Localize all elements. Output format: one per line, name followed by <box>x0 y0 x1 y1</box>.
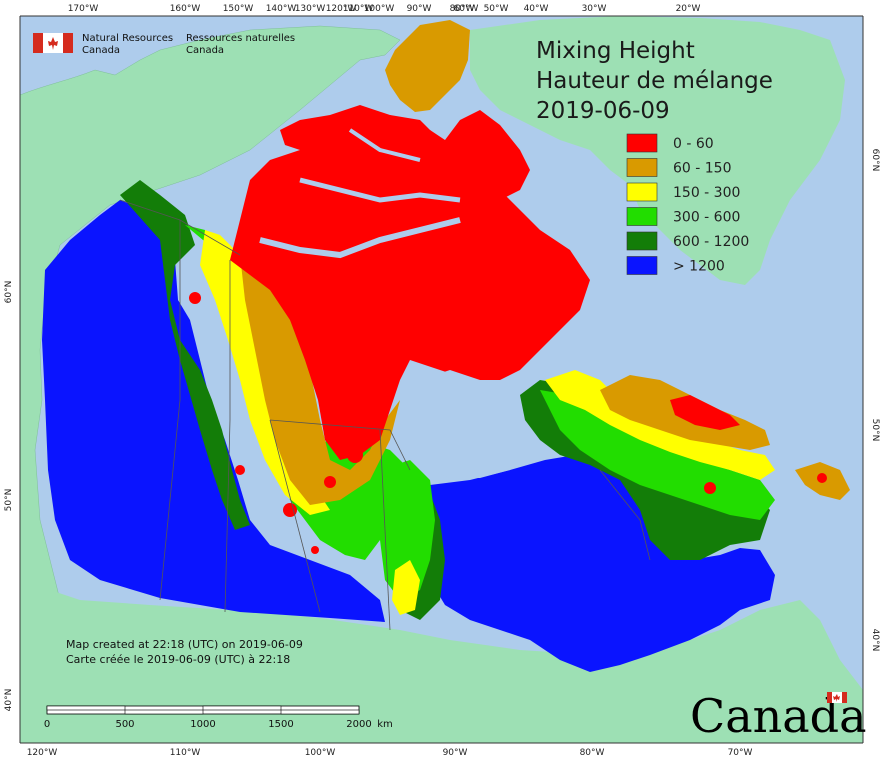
zone-red-north <box>230 115 590 460</box>
map-date: 2019-06-09 <box>536 98 670 124</box>
zone-green-east <box>540 390 775 520</box>
scale-label: 500 <box>115 719 134 730</box>
zone-orange-west <box>240 255 400 505</box>
hudson-bay <box>400 370 530 478</box>
red-hotspot <box>311 546 319 554</box>
lon-label: 80°W <box>450 4 475 14</box>
red-hotspot <box>704 482 716 494</box>
lon-label: 60°W <box>454 4 479 14</box>
credit-en: Map created at 22:18 (UTC) on 2019-06-09 <box>66 638 303 651</box>
legend-swatch <box>626 182 658 202</box>
lon-label: 30°W <box>582 4 607 14</box>
zone-blue-east <box>425 455 775 672</box>
legend-swatch <box>626 133 658 153</box>
wordmark-flag <box>827 692 847 703</box>
lon-label: 140°W <box>266 4 297 14</box>
scale-label: 1000 <box>190 719 215 730</box>
lat-label: 60°N <box>870 149 880 172</box>
legend-swatch <box>626 231 658 251</box>
legend-swatch <box>626 158 658 177</box>
lon-label: 170°W <box>68 4 99 14</box>
lat-label: 50°N <box>870 419 880 442</box>
agency-fr-line2: Canada <box>186 45 224 56</box>
red-hotspot <box>235 465 245 475</box>
zone-green-ontario <box>380 460 435 600</box>
ellesmere-island <box>385 20 470 112</box>
lon-label: 110°W <box>170 748 201 758</box>
agency-en-line2: Canada <box>82 45 120 56</box>
red-hotspot <box>817 473 827 483</box>
legend-label: 0 - 60 <box>673 136 714 152</box>
lat-label: 40°N <box>870 629 880 652</box>
left-latitude-labels: 60°N 50°N 40°N <box>4 281 14 712</box>
credit-fr: Carte créée le 2019-06-09 (UTC) à 22:18 <box>66 653 290 666</box>
lon-label: 130°W <box>295 4 326 14</box>
right-latitude-labels: 60°N 50°N 40°N <box>870 149 880 652</box>
lon-label: 160°W <box>170 4 201 14</box>
lat-label: 40°N <box>4 689 14 712</box>
legend-label: 150 - 300 <box>673 185 740 201</box>
lon-label: 90°W <box>443 748 468 758</box>
arctic-channel <box>348 128 421 162</box>
greenland-land <box>470 16 845 285</box>
alaska-land <box>19 25 401 661</box>
nrcan-flag-logo <box>33 33 73 53</box>
legend: 0 - 60 60 - 150 150 - 300 300 - 600 600 - 12… <box>626 133 749 275</box>
legend-swatch <box>626 207 658 226</box>
scale-label: km <box>377 719 393 730</box>
lon-label: 120°W <box>326 4 357 14</box>
lat-label: 50°N <box>4 489 14 512</box>
map-title-fr: Hauteur de mélange <box>536 68 773 94</box>
red-hotspot <box>347 447 363 463</box>
zone-yellow-southontario <box>392 560 420 615</box>
agency-en-line1: Natural Resources <box>82 33 173 44</box>
lon-label: 50°W <box>484 4 509 14</box>
lon-label: 20°W <box>676 4 701 14</box>
legend-label: > 1200 <box>673 259 725 275</box>
lon-label: 100°W <box>364 4 395 14</box>
zone-darkgreen-west <box>120 180 250 530</box>
scale-label: 2000 <box>346 719 371 730</box>
lon-label: 100°W <box>305 748 336 758</box>
bottom-longitude-labels: 120°W 110°W 100°W 90°W 80°W 70°W <box>27 748 753 758</box>
zone-red-arctic-islands <box>280 105 530 200</box>
scale-bar <box>46 705 360 715</box>
lon-label: 80°W <box>580 748 605 758</box>
red-hotspot <box>324 476 336 488</box>
arctic-channel <box>299 177 461 203</box>
top-longitude-labels: 170°W 160°W 150°W 140°W 130°W 120°W 110°… <box>68 4 701 14</box>
scale-label: 0 <box>44 719 50 730</box>
zone-red-labrador <box>670 395 740 430</box>
lon-label: 150°W <box>223 4 254 14</box>
us-land <box>20 580 863 743</box>
lon-label: 70°W <box>728 748 753 758</box>
legend-swatch <box>626 256 658 275</box>
provincial-borders <box>119 199 651 631</box>
scale-label: 1500 <box>268 719 293 730</box>
lon-label: 110°W <box>343 4 374 14</box>
legend-label: 300 - 600 <box>673 210 740 226</box>
red-hotspot <box>189 292 201 304</box>
arctic-channel <box>259 217 461 259</box>
legend-label: 60 - 150 <box>673 161 732 177</box>
red-hotspot <box>283 503 297 517</box>
lon-label: 120°W <box>27 748 58 758</box>
legend-label: 600 - 1200 <box>673 234 749 250</box>
map-title-en: Mixing Height <box>536 38 695 64</box>
lat-label: 60°N <box>4 281 14 304</box>
lon-label: 90°W <box>407 4 432 14</box>
agency-fr-line1: Ressources naturelles <box>186 33 295 44</box>
lon-label: 40°W <box>524 4 549 14</box>
